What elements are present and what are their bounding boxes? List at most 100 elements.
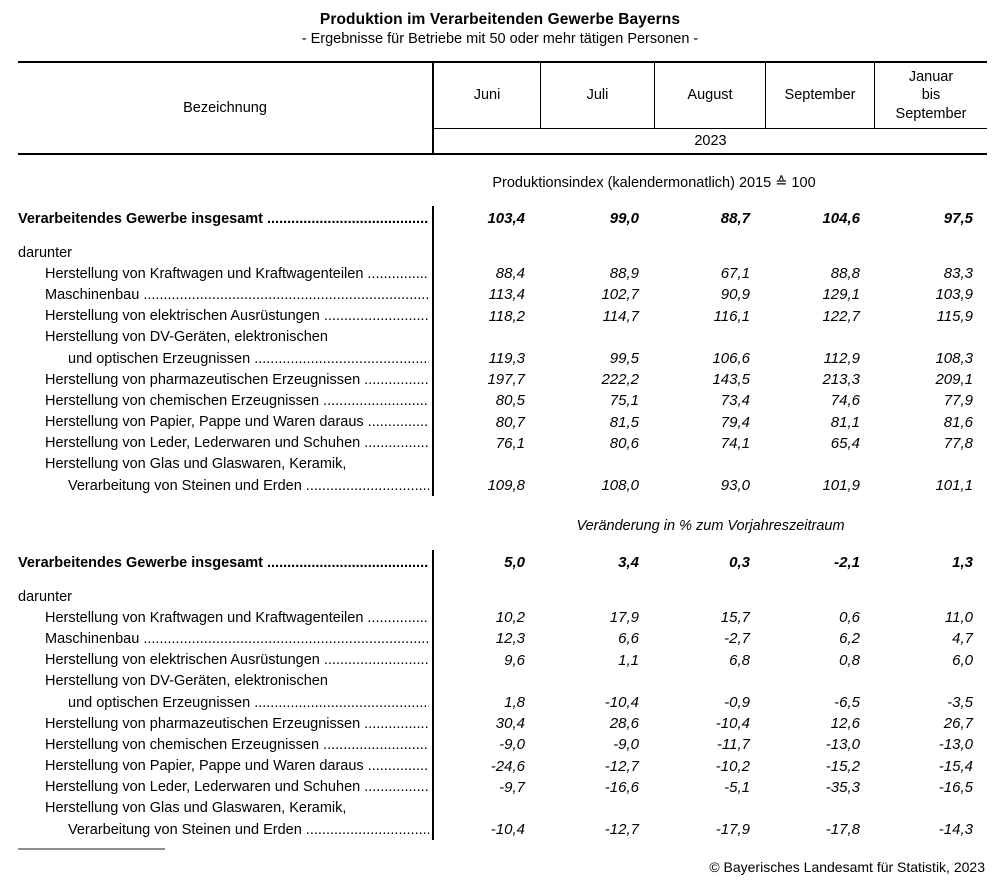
row-label-cell: Herstellung von chemischen Erzeugnissen.…: [18, 390, 434, 412]
value-cell: -9,7: [499, 778, 525, 796]
value-cell: 104,6: [822, 210, 860, 227]
value-cell: 67,1: [720, 265, 750, 283]
month-header-row: Juni Juli August September Januar bis Septem…: [434, 63, 987, 129]
month-column-header: Juni: [473, 87, 501, 104]
section-produktionsindex: Verarbeitendes Gewerbe insgesamt........…: [18, 206, 987, 497]
table-row: Herstellung von chemischen Erzeugnissen.…: [18, 734, 987, 756]
value-cell: 74,1: [720, 434, 750, 452]
value-cell: 1,3: [952, 554, 973, 571]
row-label: Herstellung von pharmazeutischen Erzeugn…: [45, 715, 361, 732]
dot-leader: ........................................…: [364, 371, 429, 388]
value-cell: -10,2: [715, 757, 750, 775]
dot-leader: ........................................…: [323, 392, 429, 409]
value-cell: 12,6: [830, 715, 860, 733]
value-cell: 17,9: [609, 609, 639, 627]
value-cell: 97,5: [943, 210, 973, 227]
section-heading-veraenderung: Veränderung in % zum Vorjahreszeitraum: [576, 518, 845, 534]
value-cell: 73,4: [720, 392, 750, 410]
row-label: darunter: [18, 588, 73, 605]
value-cell: -16,5: [938, 778, 973, 796]
value-cell: 93,0: [720, 477, 750, 495]
row-label-cell: Herstellung von DV-Geräten, elektronisch…: [18, 670, 434, 692]
row-label-cell: darunter: [18, 242, 434, 264]
table-row: Verarbeitung von Steinen und Erden......…: [18, 475, 987, 497]
value-cell: 15,7: [720, 609, 750, 627]
value-cell: -10,4: [604, 694, 639, 712]
value-cell: -3,5: [947, 694, 973, 712]
spacer-row: [18, 575, 987, 586]
value-cell: 77,9: [943, 392, 973, 410]
value-cell: 90,9: [720, 286, 750, 304]
row-label-cell: Herstellung von Glas und Glaswaren, Kera…: [18, 797, 434, 820]
row-label-cell: [18, 231, 434, 242]
value-cell: 119,3: [488, 350, 525, 368]
value-cell: 113,4: [488, 286, 525, 304]
row-label: und optischen Erzeugnissen: [68, 694, 251, 711]
row-label-cell: darunter: [18, 586, 434, 608]
row-label: Herstellung von pharmazeutischen Erzeugn…: [45, 371, 361, 388]
month-column-header: Juli: [540, 63, 654, 128]
row-label-cell: Verarbeitendes Gewerbe insgesamt........…: [18, 550, 434, 575]
row-label: Verarbeitung von Steinen und Erden: [68, 821, 302, 838]
row-label: Herstellung von Kraftwagen und Kraftwage…: [45, 265, 364, 282]
table-row: darunter: [18, 242, 987, 264]
row-label: Verarbeitendes Gewerbe insgesamt: [18, 210, 263, 227]
section-veraenderung: Verarbeitendes Gewerbe insgesamt........…: [18, 550, 987, 841]
table-row: Maschinenbau............................…: [18, 284, 987, 306]
table-row: Herstellung von pharmazeutischen Erzeugn…: [18, 713, 987, 735]
table-row: Herstellung von Kraftwagen und Kraftwage…: [18, 263, 987, 285]
row-label-cell: Herstellung von Kraftwagen und Kraftwage…: [18, 607, 434, 629]
value-cell: 28,6: [609, 715, 639, 733]
row-label: Herstellung von chemischen Erzeugnissen: [45, 392, 320, 409]
value-cell: 197,7: [487, 371, 525, 389]
table-row: Herstellung von Kraftwagen und Kraftwage…: [18, 607, 987, 629]
table-row: Herstellung von Papier, Pappe und Waren …: [18, 411, 987, 433]
value-cell: 5,0: [504, 554, 525, 571]
document-title: Produktion im Verarbeitenden Gewerbe Bay…: [319, 11, 681, 28]
value-cell: 81,6: [943, 413, 973, 431]
dot-leader: ........................................…: [254, 694, 429, 711]
value-cell: 101,1: [935, 477, 973, 495]
row-label: Verarbeitendes Gewerbe insgesamt: [18, 554, 263, 571]
value-cell: 109,8: [487, 477, 525, 495]
value-cell: 10,2: [495, 609, 525, 627]
dot-leader: ........................................…: [305, 821, 429, 838]
row-label-cell: Herstellung von Kraftwagen und Kraftwage…: [18, 263, 434, 285]
value-cell: 12,3: [495, 630, 525, 648]
value-cell: -17,9: [715, 821, 750, 839]
value-cell: 77,8: [943, 434, 973, 452]
value-cell: 4,7: [952, 630, 973, 648]
dot-leader: ........................................…: [305, 477, 429, 494]
value-cell: 99,0: [609, 210, 639, 227]
value-cell: 6,0: [952, 651, 973, 669]
row-label-cell: Herstellung von Leder, Lederwaren und Sc…: [18, 776, 434, 798]
row-label-cell: Herstellung von Papier, Pappe und Waren …: [18, 755, 434, 777]
value-cell: 6,2: [839, 630, 860, 648]
value-cell: 116,1: [713, 307, 750, 325]
value-cell: -24,6: [490, 757, 525, 775]
value-cell: 65,4: [830, 434, 860, 452]
dot-leader: ........................................…: [143, 630, 429, 647]
value-cell: 81,1: [830, 413, 860, 431]
month-columns-header: Juni Juli August September Januar bis Septem…: [434, 63, 987, 153]
value-cell: 143,5: [712, 371, 750, 389]
row-label-cell: [18, 575, 434, 586]
table-row: Herstellung von Leder, Lederwaren und Sc…: [18, 432, 987, 454]
value-cell: 222,2: [601, 371, 639, 389]
value-cell: 213,3: [822, 371, 860, 389]
value-cell: 9,6: [504, 651, 525, 669]
row-label: und optischen Erzeugnissen: [68, 350, 251, 367]
row-label-cell: Herstellung von pharmazeutischen Erzeugn…: [18, 369, 434, 391]
value-cell: -0,9: [724, 694, 750, 712]
table-row: Herstellung von Leder, Lederwaren und Sc…: [18, 776, 987, 798]
year-header: 2023: [694, 133, 727, 149]
row-label: Herstellung von Kraftwagen und Kraftwage…: [45, 609, 364, 626]
value-cell: 6,8: [729, 651, 750, 669]
row-label: Herstellung von DV-Geräten, elektronisch…: [45, 673, 328, 690]
value-cell: -9,0: [613, 736, 639, 754]
row-label-cell: Verarbeitung von Steinen und Erden......…: [18, 819, 434, 841]
dot-leader: ........................................…: [364, 435, 429, 452]
dot-leader: ........................................…: [367, 265, 429, 282]
value-cell: -11,7: [716, 736, 750, 754]
row-label-cell: Maschinenbau............................…: [18, 284, 434, 306]
